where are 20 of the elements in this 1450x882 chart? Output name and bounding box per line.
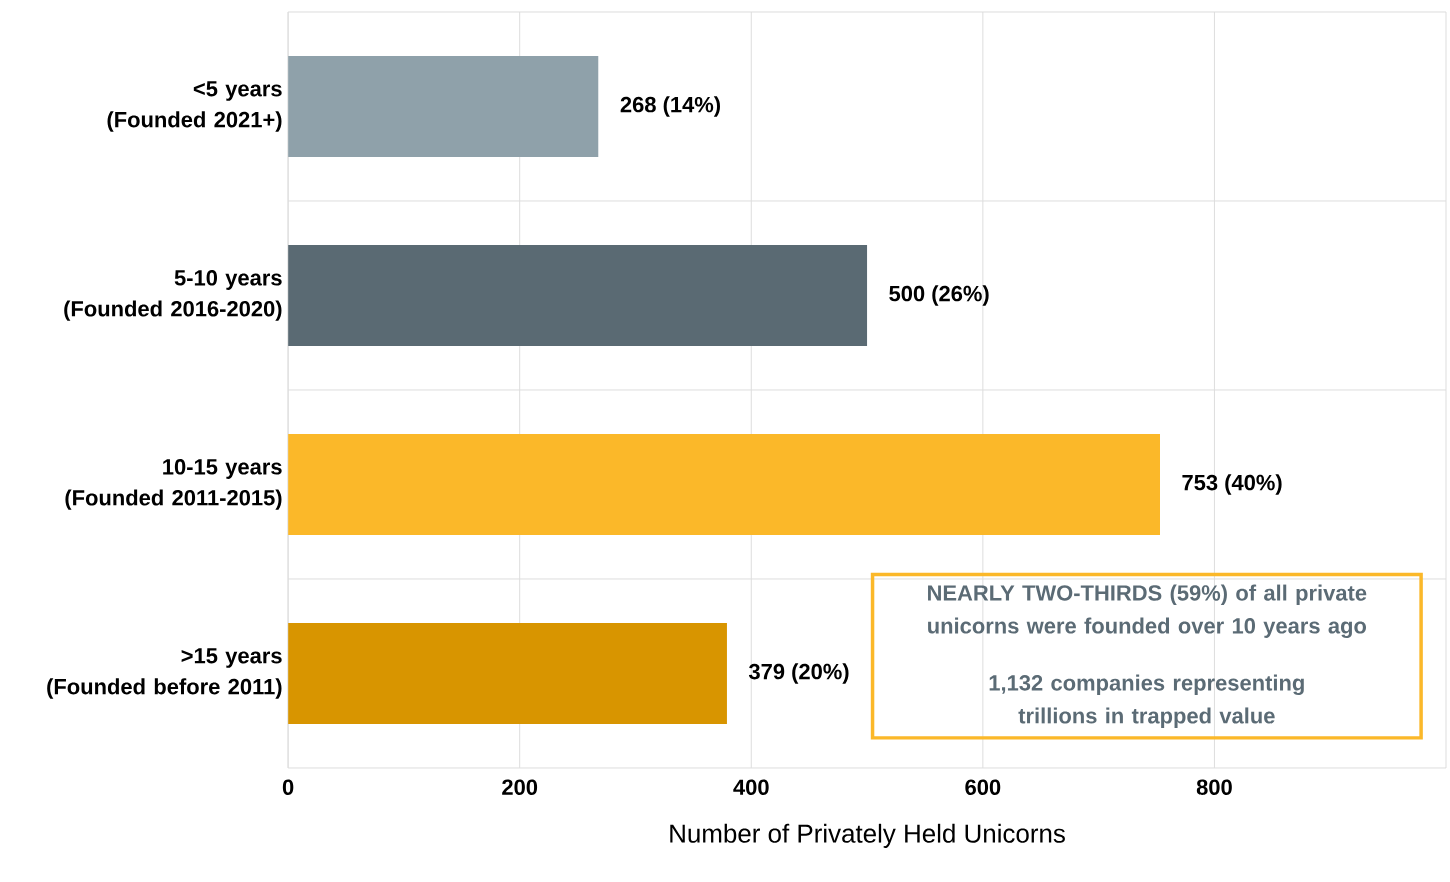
data-label: 379 (20%) xyxy=(748,663,849,684)
y-tick-label: >15 years (Founded before 2011) xyxy=(47,648,282,699)
data-label: 500 (26%) xyxy=(889,285,989,306)
data-label: 753 (40%) xyxy=(1182,474,1282,495)
bar xyxy=(288,56,599,158)
y-tick-label: <5 years (Founded 2021+) xyxy=(107,81,282,132)
y-tick-label: 10-15 years (Founded 2011-2015) xyxy=(65,459,282,511)
x-tick-label: 400 xyxy=(733,779,769,796)
x-tick-label: 600 xyxy=(965,779,1001,796)
data-label: 268 (14%) xyxy=(620,96,720,117)
x-axis-title: Number of Privately Held Unicorns xyxy=(670,823,1065,849)
annotation: 1,132 companies representing trillions in trapped value xyxy=(989,674,1304,729)
x-tick-label: 800 xyxy=(1196,779,1232,796)
bar xyxy=(288,434,1161,536)
y-tick-label: 5-10 years (Founded 2016-2020) xyxy=(64,270,282,322)
annotation: NEARLY TWO-THIRDS (59%) of all private unicorns were founded over 10 years ago xyxy=(928,584,1367,639)
bar xyxy=(288,623,727,725)
x-tick-label: 200 xyxy=(502,779,538,796)
x-tick-label: 0 xyxy=(282,779,294,796)
bar xyxy=(288,245,868,347)
